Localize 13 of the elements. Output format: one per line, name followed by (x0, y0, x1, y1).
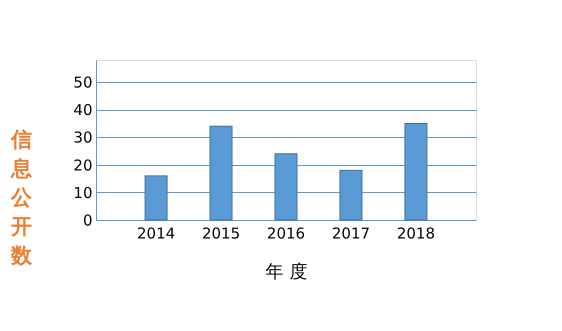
x-tick-label: 2015 (202, 224, 240, 242)
x-tick-label: 2014 (136, 224, 176, 242)
y-tick-label: 0 (82, 212, 92, 230)
y-tick-label: 30 (73, 128, 92, 147)
x-axis-title: 年 度 (266, 262, 308, 282)
y-axis-title: 信息公开数 (10, 128, 33, 268)
y-tick-label: 20 (73, 156, 92, 174)
x-tick-label: 2017 (332, 224, 370, 242)
y-tick-label: 10 (73, 184, 92, 202)
y-tick-label: 40 (73, 101, 92, 120)
x-tick-label: 2016 (266, 224, 306, 242)
x-tick-label: 2018 (396, 224, 436, 242)
y-tick-label: 50 (73, 74, 92, 92)
